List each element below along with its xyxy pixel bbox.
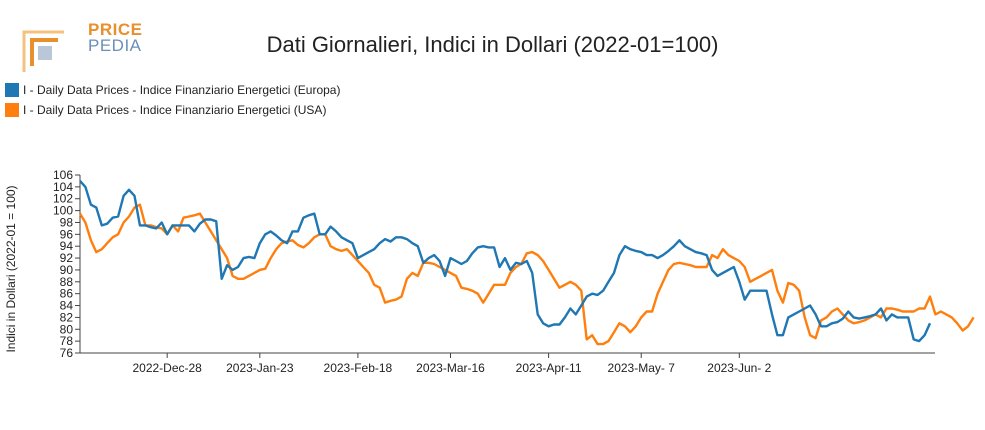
y-tick-label: 88 [60,275,74,289]
y-tick-label: 90 [60,263,74,277]
y-tick-label: 98 [60,215,74,229]
y-tick-label: 104 [53,180,73,194]
logo-word-pedia: PEDIA [88,36,142,55]
x-tick-label: 2023-Feb-18 [324,361,393,375]
legend-item-europa[interactable]: I - Daily Data Prices - Indice Finanziar… [5,80,340,100]
legend-item-usa[interactable]: I - Daily Data Prices - Indice Finanziar… [5,100,340,120]
y-tick-label: 82 [60,310,74,324]
chart-title: Dati Giornalieri, Indici in Dollari (202… [266,32,719,57]
legend-label-europa: I - Daily Data Prices - Indice Finanziar… [23,83,341,97]
y-tick-label: 92 [60,251,74,265]
x-tick-label: 2022-Dec-28 [132,361,202,375]
legend-swatch-europa [5,83,19,97]
chart-legend: I - Daily Data Prices - Indice Finanziar… [5,80,340,120]
y-tick-label: 84 [60,299,74,313]
pricepedia-logo: PRICE PEDIA [20,21,142,72]
y-tick-label: 100 [53,204,73,218]
x-tick-label: 2023-Apr-11 [516,361,582,375]
logo-word-price: PRICE [88,20,143,39]
y-tick-label: 106 [53,168,73,182]
y-tick-label: 86 [60,287,74,301]
x-tick-label: 2023-Mar-16 [416,361,485,375]
x-tick-label: 2023-Jun- 2 [707,361,771,375]
x-tick-label: 2023-May- 7 [608,361,676,375]
logo-wordmark: PRICE PEDIA [88,20,143,55]
y-tick-label: 96 [60,227,74,241]
y-axis-label: Indici in Dollari (2022-01 = 100) [4,185,18,352]
y-tick-label: 102 [53,192,73,206]
logo-mark-icon [22,30,64,72]
y-tick-label: 78 [60,334,74,348]
legend-label-usa: I - Daily Data Prices - Indice Finanziar… [23,103,327,117]
series-line-europa [79,180,932,343]
y-tick-label: 80 [60,322,74,336]
series-line-usa [78,203,975,346]
x-tick-label: 2023-Jan-23 [226,361,294,375]
y-tick-label: 76 [60,346,74,360]
legend-swatch-usa [5,103,19,117]
y-tick-label: 94 [60,239,74,253]
